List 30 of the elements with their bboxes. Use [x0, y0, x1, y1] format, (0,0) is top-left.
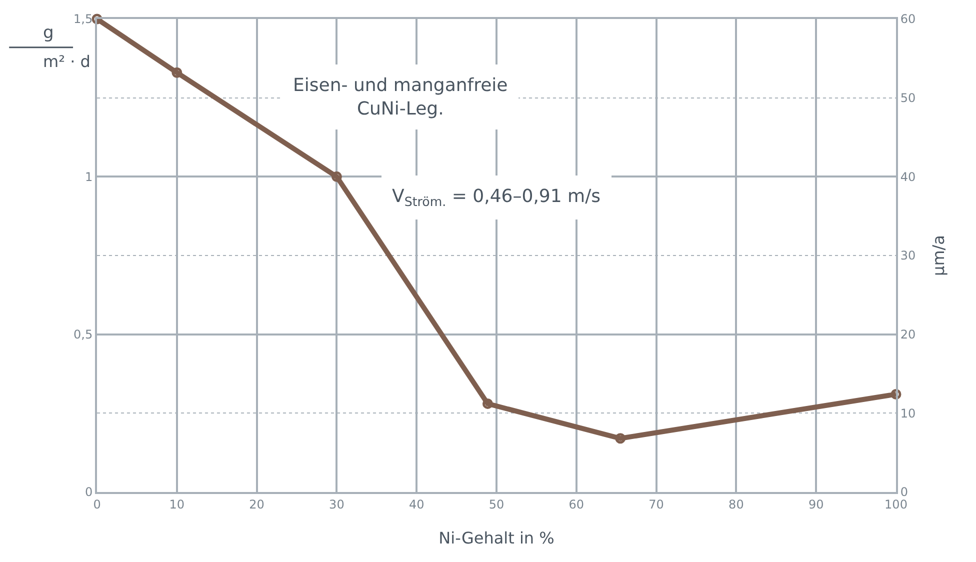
x-tick-label: 10: [169, 497, 185, 512]
y-tick-label: 0: [84, 485, 93, 500]
annotation: Eisen- und manganfreie CuNi-Leg.: [293, 75, 508, 120]
y-tick-label: 0,5: [74, 328, 93, 342]
x-axis-title: Ni-Gehalt in %: [438, 528, 554, 548]
y2-axis-title: µm/a: [928, 235, 948, 276]
y2-tick-label: 10: [900, 406, 916, 420]
x-tick-label: 90: [808, 497, 824, 512]
point: [615, 433, 626, 444]
y2-tick-label: 20: [900, 328, 916, 342]
y2-tick-label: 60: [900, 12, 916, 26]
x-tick-label: 40: [408, 497, 424, 512]
point: [890, 389, 902, 400]
x-tick-label: 70: [648, 497, 664, 512]
y2-tick-label: 30: [900, 248, 916, 263]
annotation: V$_{Ström.}$ = 0,46–0,91 m/s: [392, 186, 601, 209]
x-tick-label: 100: [884, 497, 908, 512]
y2-tick-label: 50: [900, 91, 916, 106]
point: [482, 398, 493, 409]
point: [331, 171, 342, 182]
y2-tick-label: 0: [900, 485, 908, 500]
x-tick-label: 30: [329, 497, 344, 512]
x-tick-label: 20: [249, 497, 264, 512]
x-tick-label: 80: [728, 497, 744, 512]
x-tick-label: 50: [488, 497, 504, 512]
point: [172, 67, 182, 78]
x-tick-label: 60: [568, 497, 584, 512]
y-tick-label: 1: [84, 170, 93, 184]
y2-tick-label: 40: [900, 170, 916, 184]
point: [92, 14, 102, 24]
